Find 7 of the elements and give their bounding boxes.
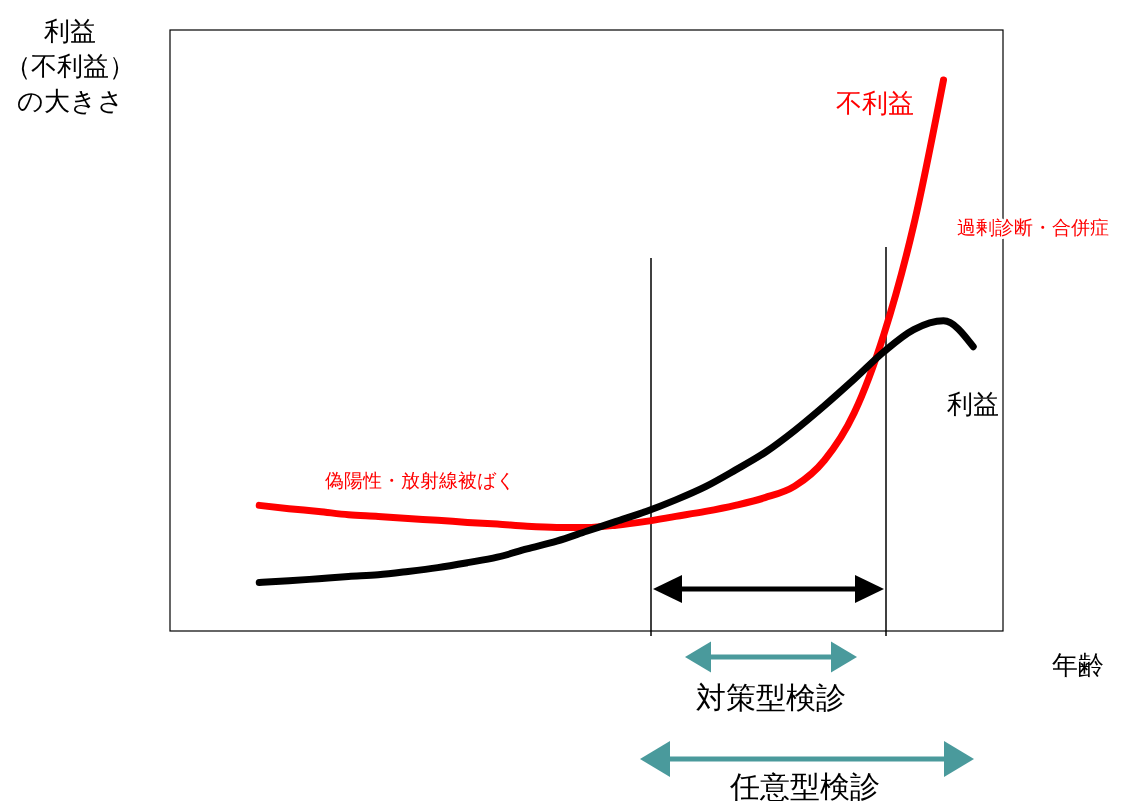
text: 対策型検診 [696,680,846,715]
y-axis-title: 利益（不利益）の大きさ [5,16,135,116]
series-label: 利益 [947,389,999,419]
text: 任意型検診 [729,769,880,803]
x-axis-title: 年齢 [1052,650,1104,680]
series-label: 不利益 [836,88,914,118]
annotation: 偽陽性・放射線被ばく [325,469,515,491]
